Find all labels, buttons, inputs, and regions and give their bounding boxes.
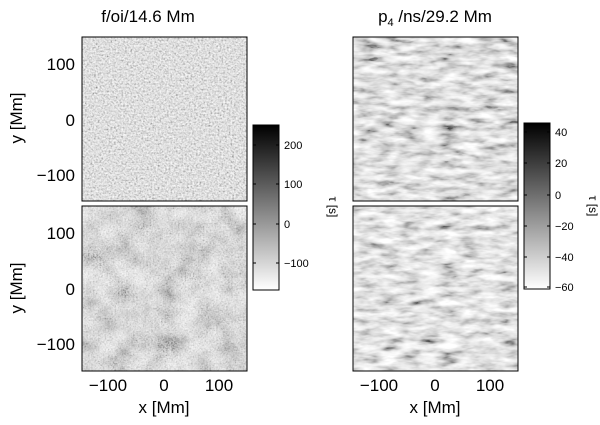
ytick-tl-m100: −100: [37, 166, 75, 185]
cbtick-left-200: 200: [284, 140, 302, 152]
colorbar-left-label: τ [s]: [326, 197, 340, 218]
cbtick-right-20: 20: [555, 158, 567, 170]
colorbar-right: [523, 122, 551, 290]
heatmap-top-right: [353, 37, 518, 201]
colorbar-left: [252, 124, 280, 291]
xtick-br-100: 100: [476, 376, 504, 395]
cbtick-left-0: 0: [284, 219, 290, 231]
heatmap-bottom-left: [82, 206, 247, 371]
xlabel-bottom-right: x [Mm]: [410, 398, 461, 417]
ytick-bl-m100: −100: [37, 335, 75, 354]
xtick-bl-0: 0: [159, 376, 168, 395]
ylabel-bottom-left: y [Mm]: [7, 263, 26, 314]
xtick-br-m100: −100: [360, 376, 398, 395]
xlabel-bottom-left: x [Mm]: [139, 398, 190, 417]
cbtick-right-m20: −20: [555, 221, 574, 233]
cbtick-left-m100: −100: [284, 258, 309, 270]
cbtick-right-0: 0: [555, 190, 561, 202]
panel-title-left: f/oi/14.6 Mm: [101, 7, 195, 26]
ytick-tl-0: 0: [66, 111, 75, 130]
frame-bottom-right: [352, 205, 519, 372]
colorbar-left-ticks: [253, 144, 279, 264]
cbtick-right-m40: −40: [555, 252, 574, 264]
xtick-bl-100: 100: [205, 376, 233, 395]
cbtick-right-40: 40: [555, 127, 567, 139]
frame-top-left: [81, 36, 248, 202]
ytick-bl-0: 0: [66, 280, 75, 299]
panel-title-right: p4 /ns/29.2 Mm: [378, 7, 492, 29]
ylabel-top-left: y [Mm]: [7, 93, 26, 144]
xtick-bl-m100: −100: [89, 376, 127, 395]
ytick-tl-100: 100: [47, 55, 75, 74]
cbtick-left-100: 100: [284, 179, 302, 191]
heatmap-top-left: [82, 37, 247, 201]
ytick-bl-100: 100: [47, 224, 75, 243]
title-subscript: 4: [388, 17, 394, 29]
xtick-br-0: 0: [430, 376, 439, 395]
frame-top-right: [352, 36, 519, 202]
cbtick-right-m60: −60: [555, 282, 574, 294]
frame-bottom-left: [81, 205, 248, 372]
heatmap-bottom-right: [353, 206, 518, 371]
colorbar-right-ticks: [524, 131, 550, 288]
colorbar-right-label: τ [s]: [586, 196, 600, 217]
